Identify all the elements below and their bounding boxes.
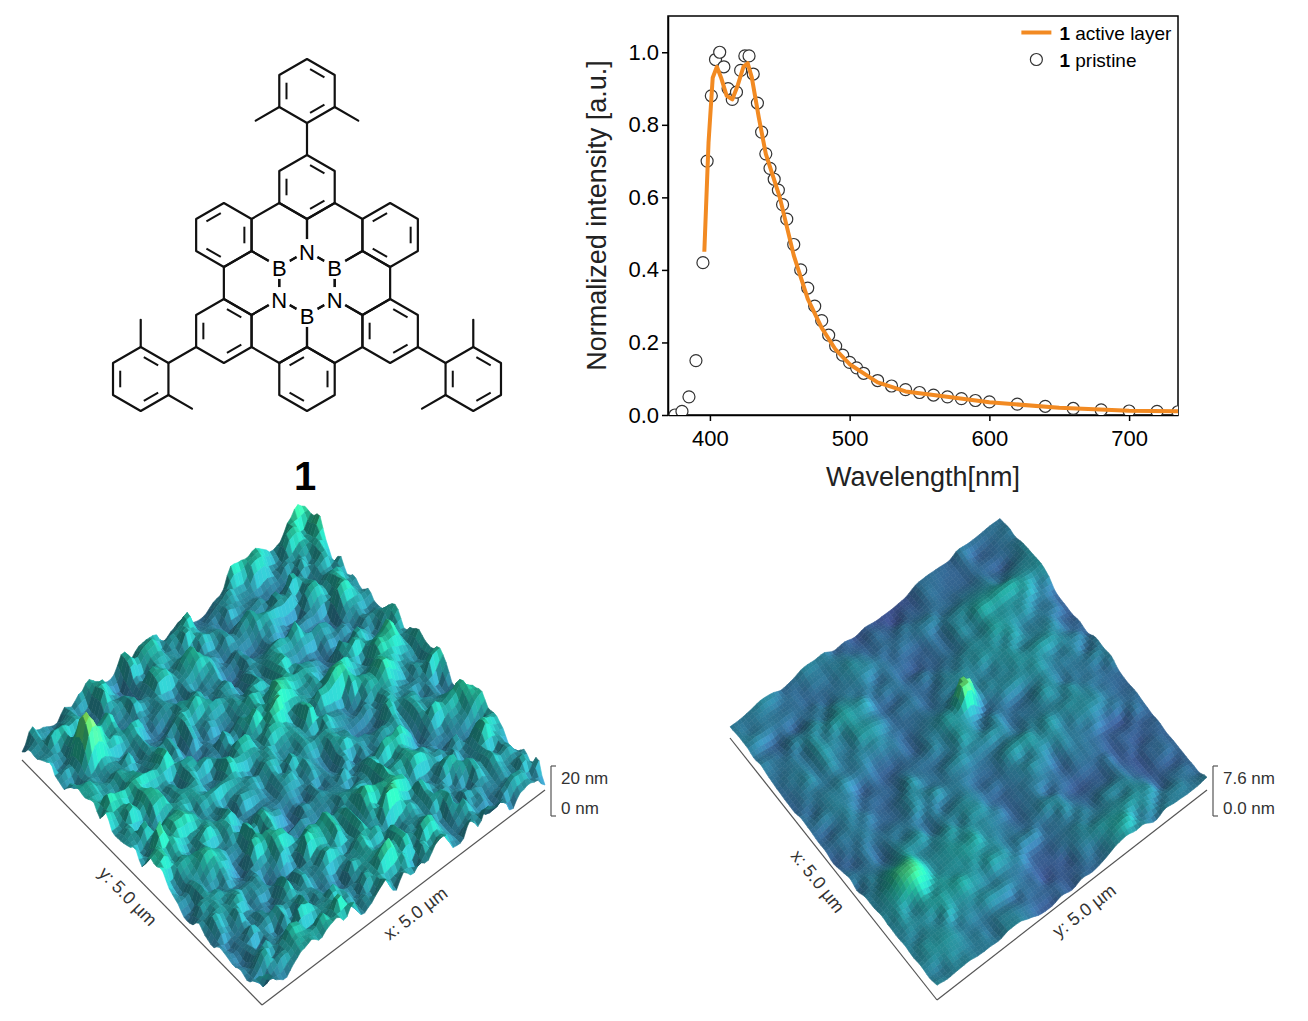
y-tick: 1.0	[628, 40, 668, 65]
x-tick: 600	[972, 415, 1009, 451]
plot-frame	[668, 16, 1178, 415]
y-tick: 0.6	[628, 185, 668, 210]
y-tick-label: 0.4	[628, 257, 659, 282]
y-tick-label: 0.0	[628, 403, 659, 428]
outer-ring	[279, 347, 334, 411]
double-bond	[290, 357, 304, 365]
y-tick: 0.2	[628, 330, 668, 355]
series-marker	[714, 46, 726, 58]
atom-label: N	[271, 288, 287, 313]
figure: NBNBNB14005006007000.00.20.40.60.81.0Wav…	[0, 0, 1308, 1021]
y-tick-label: 0.6	[628, 185, 659, 210]
atom-label: B	[327, 256, 342, 281]
double-bond	[373, 249, 387, 257]
bond	[418, 347, 446, 363]
double-bond	[227, 309, 241, 317]
legend-label: 1 active layer	[1059, 22, 1172, 43]
atom-label: B	[300, 304, 315, 329]
x-axis: 400 500 600 700	[669, 415, 1179, 451]
series-marker	[697, 257, 709, 269]
x-tick-label: 700	[1111, 426, 1148, 451]
double-bond	[144, 393, 158, 401]
afm-image: y: 5.0 µmx: 5.0 µm20 nm0 nm	[22, 505, 608, 1005]
x-tick-label: 400	[692, 426, 729, 451]
plot-area	[669, 46, 1184, 421]
legend-label: 1 pristine	[1059, 49, 1136, 70]
double-bond	[476, 393, 490, 401]
double-bond	[393, 309, 407, 317]
outer-ring	[362, 299, 417, 363]
bond	[168, 347, 196, 363]
structure-drawing: NBNBNB	[113, 59, 501, 411]
y-tick-label: 1.0	[628, 40, 659, 65]
y-axis-title: Normalized intensity [a.u.]	[582, 60, 612, 371]
y-tick: 0.4	[628, 257, 668, 282]
aryl-ring	[446, 347, 501, 411]
outer-ring	[196, 299, 251, 363]
atom-label: N	[327, 288, 343, 313]
bond	[168, 395, 192, 409]
legend-swatch	[1030, 54, 1042, 66]
x-tick-label: 500	[832, 426, 869, 451]
chart: 400 500 600 700 0.0 0.2 0.4 0.6 0.8 1.0 Wavelength…	[582, 16, 1184, 492]
legend-item: 1 active layer	[1021, 22, 1172, 43]
x-axis-title: Wavelength[nm]	[826, 462, 1020, 492]
compound-label: 1	[294, 454, 316, 498]
legend-item: 1 pristine	[1030, 49, 1136, 70]
afm-surface	[22, 505, 545, 987]
x-tick: 500	[832, 415, 869, 451]
atom-label: N	[299, 240, 315, 265]
double-bond	[310, 201, 324, 209]
bond	[422, 395, 446, 409]
outer-ring	[196, 203, 251, 267]
double-bond	[310, 165, 324, 173]
atom-label: B	[272, 256, 287, 281]
aryl-ring	[113, 347, 168, 411]
double-bond	[373, 213, 387, 221]
aryl-ring	[279, 59, 334, 123]
y-tick-label: 0.8	[628, 112, 659, 137]
bond	[256, 107, 280, 121]
x-tick-label: 600	[972, 426, 1009, 451]
double-bond	[476, 357, 490, 365]
outer-ring	[362, 203, 417, 267]
x-tick: 400	[692, 415, 729, 451]
y-tick-label: 0.2	[628, 330, 659, 355]
double-bond	[144, 357, 158, 365]
outer-ring	[279, 155, 334, 219]
series-line	[704, 63, 1178, 411]
double-bond	[310, 69, 324, 77]
double-bond	[206, 249, 220, 257]
double-bond	[310, 105, 324, 113]
double-bond	[290, 393, 304, 401]
x-tick: 700	[1111, 415, 1148, 451]
y-axis: 0.0 0.2 0.4 0.6 0.8 1.0	[628, 17, 668, 428]
double-bond	[227, 345, 241, 353]
legend: 1 active layer 1 pristine	[1021, 22, 1172, 70]
series-marker	[683, 391, 695, 403]
y-tick: 0.8	[628, 112, 668, 137]
bond	[335, 107, 359, 121]
double-bond	[393, 345, 407, 353]
series-marker	[690, 355, 702, 367]
y-tick: 0.0	[628, 403, 668, 428]
series-marker	[743, 50, 755, 62]
double-bond	[206, 213, 220, 221]
